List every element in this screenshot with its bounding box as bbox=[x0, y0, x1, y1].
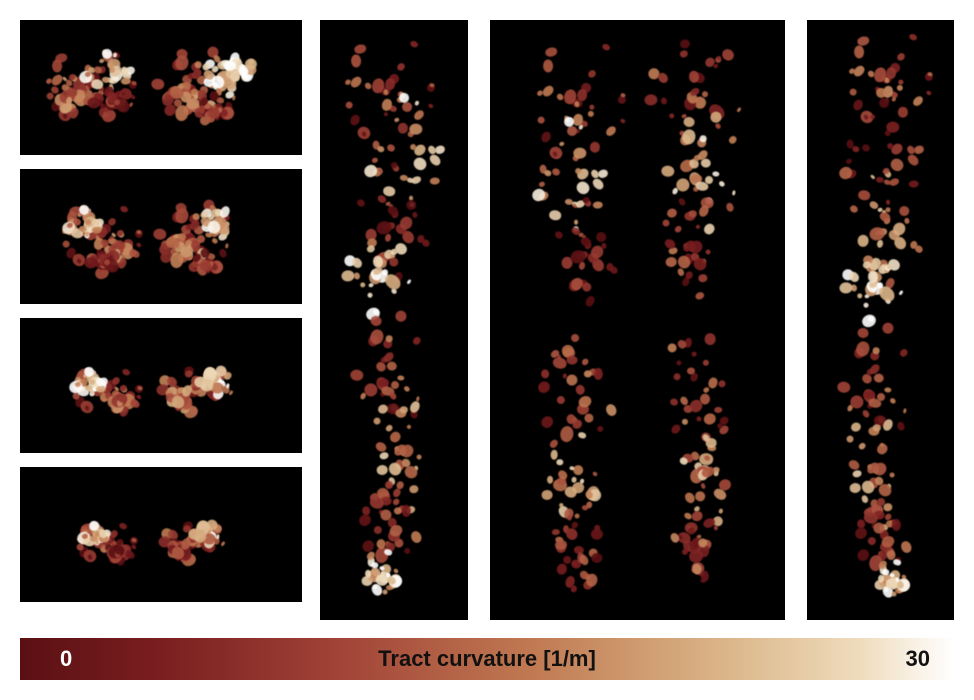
colorbar: 0 Tract curvature [1/m] 30 bbox=[20, 638, 954, 680]
colorbar-min-label: 0 bbox=[60, 646, 72, 672]
axial-column bbox=[20, 20, 302, 620]
panel-axial-3 bbox=[20, 318, 302, 453]
longitudinal-panels bbox=[320, 20, 954, 620]
panel-axial-1 bbox=[20, 20, 302, 155]
colorbar-max-label: 30 bbox=[906, 646, 930, 672]
panel-sagittal-left bbox=[320, 20, 468, 620]
panel-axial-2 bbox=[20, 169, 302, 304]
panel-sagittal-right bbox=[807, 20, 955, 620]
colorbar-title: Tract curvature [1/m] bbox=[378, 646, 596, 672]
figure-grid bbox=[20, 20, 954, 620]
panel-coronal-both bbox=[490, 20, 785, 620]
panel-axial-4 bbox=[20, 467, 302, 602]
